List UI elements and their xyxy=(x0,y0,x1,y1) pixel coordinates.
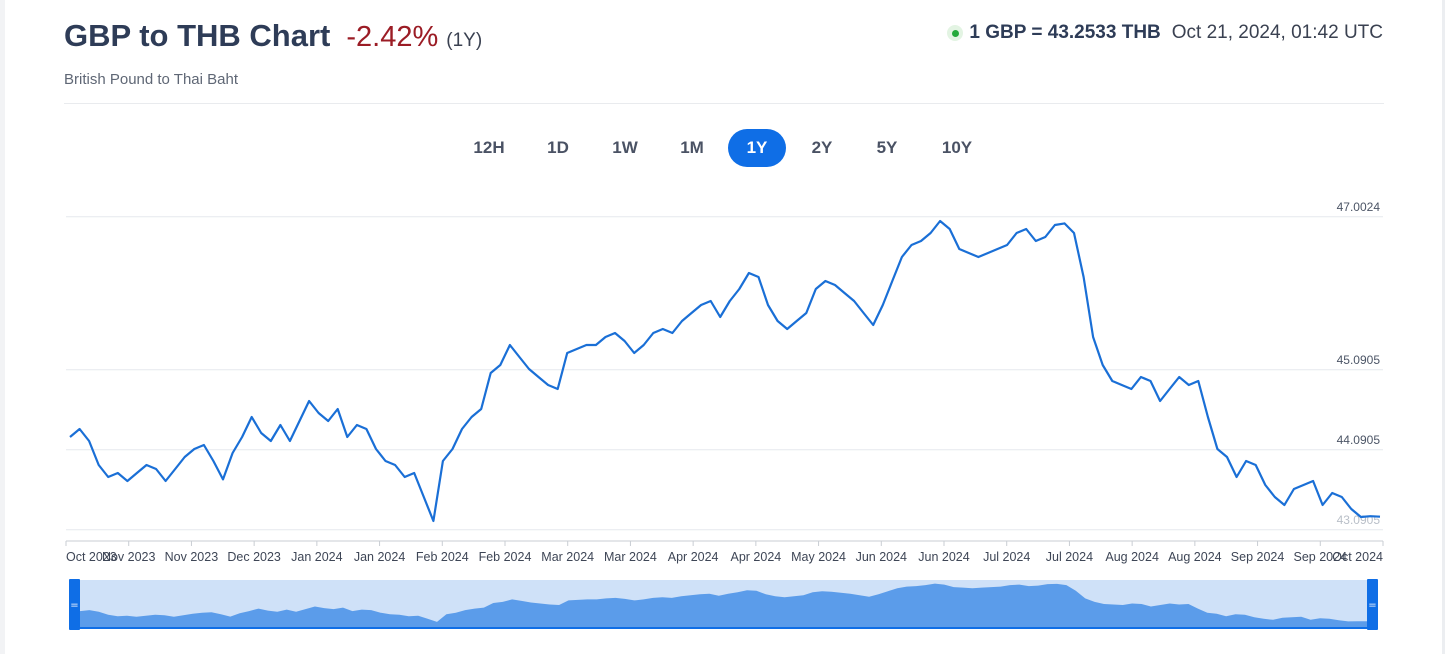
x-tick-label: Oct 2024 xyxy=(1332,550,1383,564)
live-rate: 1 GBP = 43.2533 THB Oct 21, 2024, 01:42 … xyxy=(947,22,1383,44)
x-tick-label: Jan 2024 xyxy=(291,550,342,564)
navigator-right-handle[interactable] xyxy=(1367,579,1378,630)
tab-2y[interactable]: 2Y xyxy=(811,138,833,157)
chart-header: GBP to THB Chart -2.42% (1Y) xyxy=(64,18,482,54)
tab-1m[interactable]: 1M xyxy=(680,138,704,157)
x-tick-label: May 2024 xyxy=(791,550,846,564)
header-divider xyxy=(64,103,1384,104)
left-frame-strip xyxy=(0,0,5,654)
tab-10y[interactable]: 10Y xyxy=(941,138,973,157)
tab-5y[interactable]: 5Y xyxy=(876,138,898,157)
tab-1w[interactable]: 1W xyxy=(612,138,638,157)
right-frame-strip xyxy=(1442,0,1445,654)
percent-change: -2.42% xyxy=(346,21,439,53)
navigator-left-handle[interactable] xyxy=(69,579,80,630)
x-tick-label: Jun 2024 xyxy=(918,550,969,564)
y-tick-label: 44.0905 xyxy=(1337,433,1381,447)
grip-icon: = xyxy=(1368,600,1376,611)
pair-subtitle: British Pound to Thai Baht xyxy=(64,71,238,88)
y-tick-label: 47.0024 xyxy=(1337,200,1381,214)
y-tick-label: 45.0905 xyxy=(1337,353,1381,367)
x-tick-label: Jul 2024 xyxy=(983,550,1030,564)
x-tick-label: Jan 2024 xyxy=(354,550,405,564)
x-tick-label: Jul 2024 xyxy=(1046,550,1093,564)
x-tick-label: Nov 2023 xyxy=(102,550,156,564)
x-tick-label: Aug 2024 xyxy=(1168,550,1222,564)
x-tick-label: Apr 2024 xyxy=(730,550,781,564)
x-tick-label: Feb 2024 xyxy=(416,550,469,564)
range-tabs: 12H 1D 1W 1M 1Y 2Y 5Y 10Y xyxy=(0,129,1445,167)
x-tick-label: Nov 2023 xyxy=(165,550,219,564)
period-label: (1Y) xyxy=(446,30,483,51)
x-tick-label: Jun 2024 xyxy=(856,550,907,564)
rate-timestamp: Oct 21, 2024, 01:42 UTC xyxy=(1171,22,1383,43)
page-title: GBP to THB Chart xyxy=(64,18,331,53)
x-tick-label: Aug 2024 xyxy=(1105,550,1159,564)
tab-1d[interactable]: 1D xyxy=(547,138,569,157)
x-tick-label: Mar 2024 xyxy=(541,550,594,564)
range-navigator[interactable]: = = xyxy=(69,579,1378,630)
live-status-icon xyxy=(947,25,964,41)
rate-value: 1 GBP = 43.2533 THB xyxy=(969,22,1161,43)
x-tick-label: Sep 2024 xyxy=(1231,550,1285,564)
grip-icon: = xyxy=(70,600,78,611)
x-tick-label: Feb 2024 xyxy=(479,550,532,564)
navigator-area xyxy=(80,583,1367,628)
x-tick-label: Dec 2023 xyxy=(227,550,281,564)
x-tick-label: Oct 2023 xyxy=(66,550,117,564)
x-tick-label: Sep 2024 xyxy=(1294,550,1348,564)
x-tick-label: Apr 2024 xyxy=(668,550,719,564)
tab-12h[interactable]: 12H xyxy=(473,138,505,157)
x-tick-label: Mar 2024 xyxy=(604,550,657,564)
rate-series-line xyxy=(69,219,1381,523)
tab-1y[interactable]: 1Y xyxy=(728,129,786,167)
